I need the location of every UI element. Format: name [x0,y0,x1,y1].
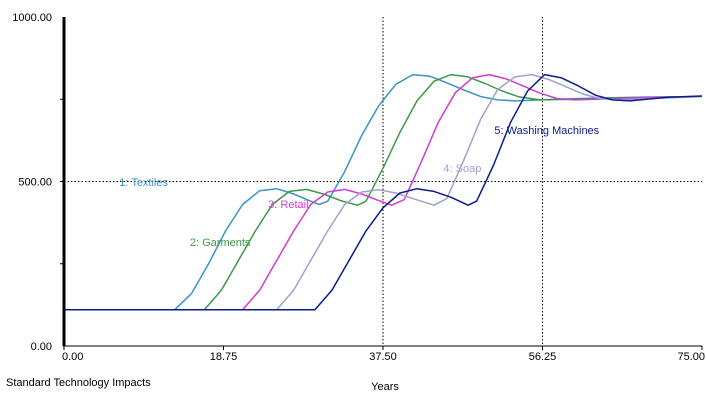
reference-lines [64,17,702,346]
series-lines [64,73,703,311]
x-tick-label: 18.75 [210,351,238,363]
chart-caption: Standard Technology Impacts [6,377,151,389]
tick-labels: 0.00 18.75 37.50 56.25 75.00 0.00 500.00 1000.0… [12,12,705,363]
series-label-1: 1: Textiles [119,177,168,189]
series-line-4 [64,73,703,311]
x-tick-label: 56.25 [529,351,557,363]
series-line-3 [64,73,703,311]
y-tick-label: 0.00 [31,341,52,353]
series-label-5: 5: Washing Machines [494,125,599,137]
x-tick-label: 75.00 [677,351,705,363]
x-tick-label: 37.50 [369,351,397,363]
y-tick-label: 500.00 [18,177,52,189]
series-label-3: 3: Retail [268,199,308,211]
series-label-4: 4: Soap [443,163,481,175]
x-axis-label: Years [371,381,399,393]
series-labels: 1: Textiles 2: Garments 3: Retail 4: Soap 5:… [119,125,599,249]
series-label-2: 2: Garments [190,237,251,249]
y-tick-label: 1000.00 [12,12,52,24]
x-tick-label: 0.00 [62,351,83,363]
series-line-2 [64,73,703,311]
axes [60,17,703,350]
series-line-5 [64,73,703,311]
series-line-1 [64,73,703,311]
